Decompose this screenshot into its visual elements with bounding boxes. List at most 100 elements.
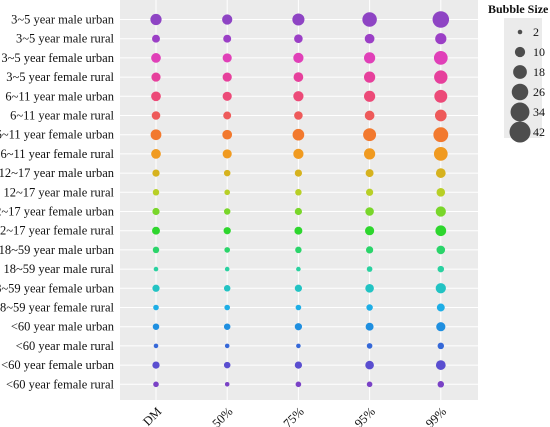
x-tick-label: DM bbox=[140, 404, 164, 427]
x-tick-label: 50% bbox=[209, 404, 235, 427]
bubble bbox=[365, 169, 374, 178]
y-tick-label: 3~5 year female urban bbox=[1, 51, 114, 65]
bubble bbox=[432, 11, 450, 28]
bubble bbox=[151, 72, 161, 82]
bubble bbox=[363, 90, 376, 102]
y-tick-label: 6~11 year male urban bbox=[5, 89, 114, 103]
bubble bbox=[223, 323, 231, 330]
bubble bbox=[437, 342, 445, 350]
bubble bbox=[362, 12, 377, 27]
bubble bbox=[223, 34, 232, 43]
bubble bbox=[222, 53, 232, 63]
legend-bubble bbox=[510, 102, 530, 122]
bubble bbox=[365, 207, 374, 216]
legend-bubble bbox=[513, 65, 527, 79]
bubble bbox=[435, 225, 447, 237]
bubble bbox=[295, 381, 302, 388]
bubble bbox=[294, 207, 303, 216]
legend-label: 26 bbox=[533, 85, 545, 99]
bubble bbox=[222, 91, 232, 101]
y-tick-label: 18~59 year male urban bbox=[0, 243, 115, 257]
bubble bbox=[294, 34, 303, 43]
y-tick-label: 18~59 year female rural bbox=[0, 301, 115, 315]
bubble bbox=[436, 245, 446, 255]
bubble bbox=[223, 169, 231, 177]
bubble bbox=[363, 52, 376, 64]
bubble bbox=[152, 207, 160, 216]
bubble bbox=[435, 168, 446, 178]
bubble bbox=[151, 149, 161, 159]
bubble bbox=[224, 382, 230, 387]
bubble bbox=[365, 284, 374, 293]
bubble bbox=[152, 246, 160, 254]
bubble bbox=[153, 266, 159, 272]
y-tick-label: 6~11 year female urban bbox=[0, 128, 115, 142]
bubble bbox=[294, 284, 303, 292]
bubble bbox=[293, 52, 304, 64]
bubble bbox=[365, 360, 374, 370]
bubble bbox=[436, 188, 446, 197]
y-tick-label: 6~11 year female rural bbox=[0, 147, 114, 161]
bubble bbox=[293, 72, 304, 82]
bubble bbox=[223, 361, 231, 369]
y-tick-label: <60 year female urban bbox=[1, 358, 115, 372]
y-tick-label: 3~5 year male urban bbox=[11, 13, 115, 27]
bubble bbox=[365, 188, 374, 196]
bubble bbox=[294, 169, 303, 177]
bubble bbox=[152, 169, 160, 177]
bubble bbox=[151, 91, 161, 102]
bubble bbox=[153, 381, 159, 388]
bubble bbox=[366, 381, 373, 388]
bubble bbox=[223, 227, 231, 235]
bubble bbox=[293, 148, 304, 160]
bubble bbox=[433, 127, 449, 143]
bubble bbox=[435, 206, 446, 217]
bubble bbox=[152, 189, 160, 196]
bubble bbox=[224, 343, 230, 349]
y-tick-label: <60 year female rural bbox=[6, 377, 115, 391]
bubble bbox=[152, 226, 160, 235]
bubble bbox=[295, 304, 302, 311]
bubble bbox=[363, 128, 377, 142]
y-tick-label: 6~11 year male rural bbox=[10, 109, 114, 123]
bubble bbox=[295, 246, 302, 254]
bubble bbox=[436, 322, 446, 332]
x-tick-label: 95% bbox=[352, 404, 378, 427]
legend-bubble bbox=[509, 121, 531, 143]
bubble bbox=[365, 226, 375, 236]
bubble bbox=[294, 323, 303, 331]
x-tick-label: 75% bbox=[281, 404, 307, 427]
bubble bbox=[366, 343, 373, 349]
bubble bbox=[294, 111, 303, 120]
bubble bbox=[363, 148, 376, 160]
y-tick-label: 12~17 year male rural bbox=[3, 185, 114, 199]
bubble bbox=[292, 128, 305, 141]
bubble bbox=[437, 265, 445, 273]
plot-background bbox=[120, 0, 478, 400]
bubble bbox=[364, 33, 375, 44]
bubble bbox=[294, 226, 303, 235]
bubble bbox=[224, 247, 231, 253]
legend-bubble bbox=[511, 83, 529, 101]
bubble bbox=[150, 129, 162, 141]
bubble bbox=[223, 208, 231, 215]
bubble bbox=[152, 323, 160, 330]
bubble bbox=[436, 303, 445, 312]
bubble bbox=[151, 53, 161, 63]
bubble bbox=[435, 33, 447, 45]
bubble bbox=[363, 71, 376, 83]
bubble bbox=[152, 284, 160, 292]
bubble bbox=[435, 283, 446, 294]
y-tick-label: 12~17 year female rural bbox=[0, 224, 115, 238]
bubble bbox=[222, 149, 232, 159]
bubble bbox=[365, 322, 374, 331]
bubble bbox=[433, 51, 448, 65]
bubble bbox=[224, 304, 231, 311]
bubble bbox=[292, 13, 305, 26]
bubble bbox=[437, 381, 445, 388]
x-tick-label: 99% bbox=[423, 404, 449, 427]
y-tick-label: 12~17 year male urban bbox=[0, 166, 115, 180]
bubble bbox=[152, 34, 160, 43]
bubble bbox=[153, 304, 159, 311]
